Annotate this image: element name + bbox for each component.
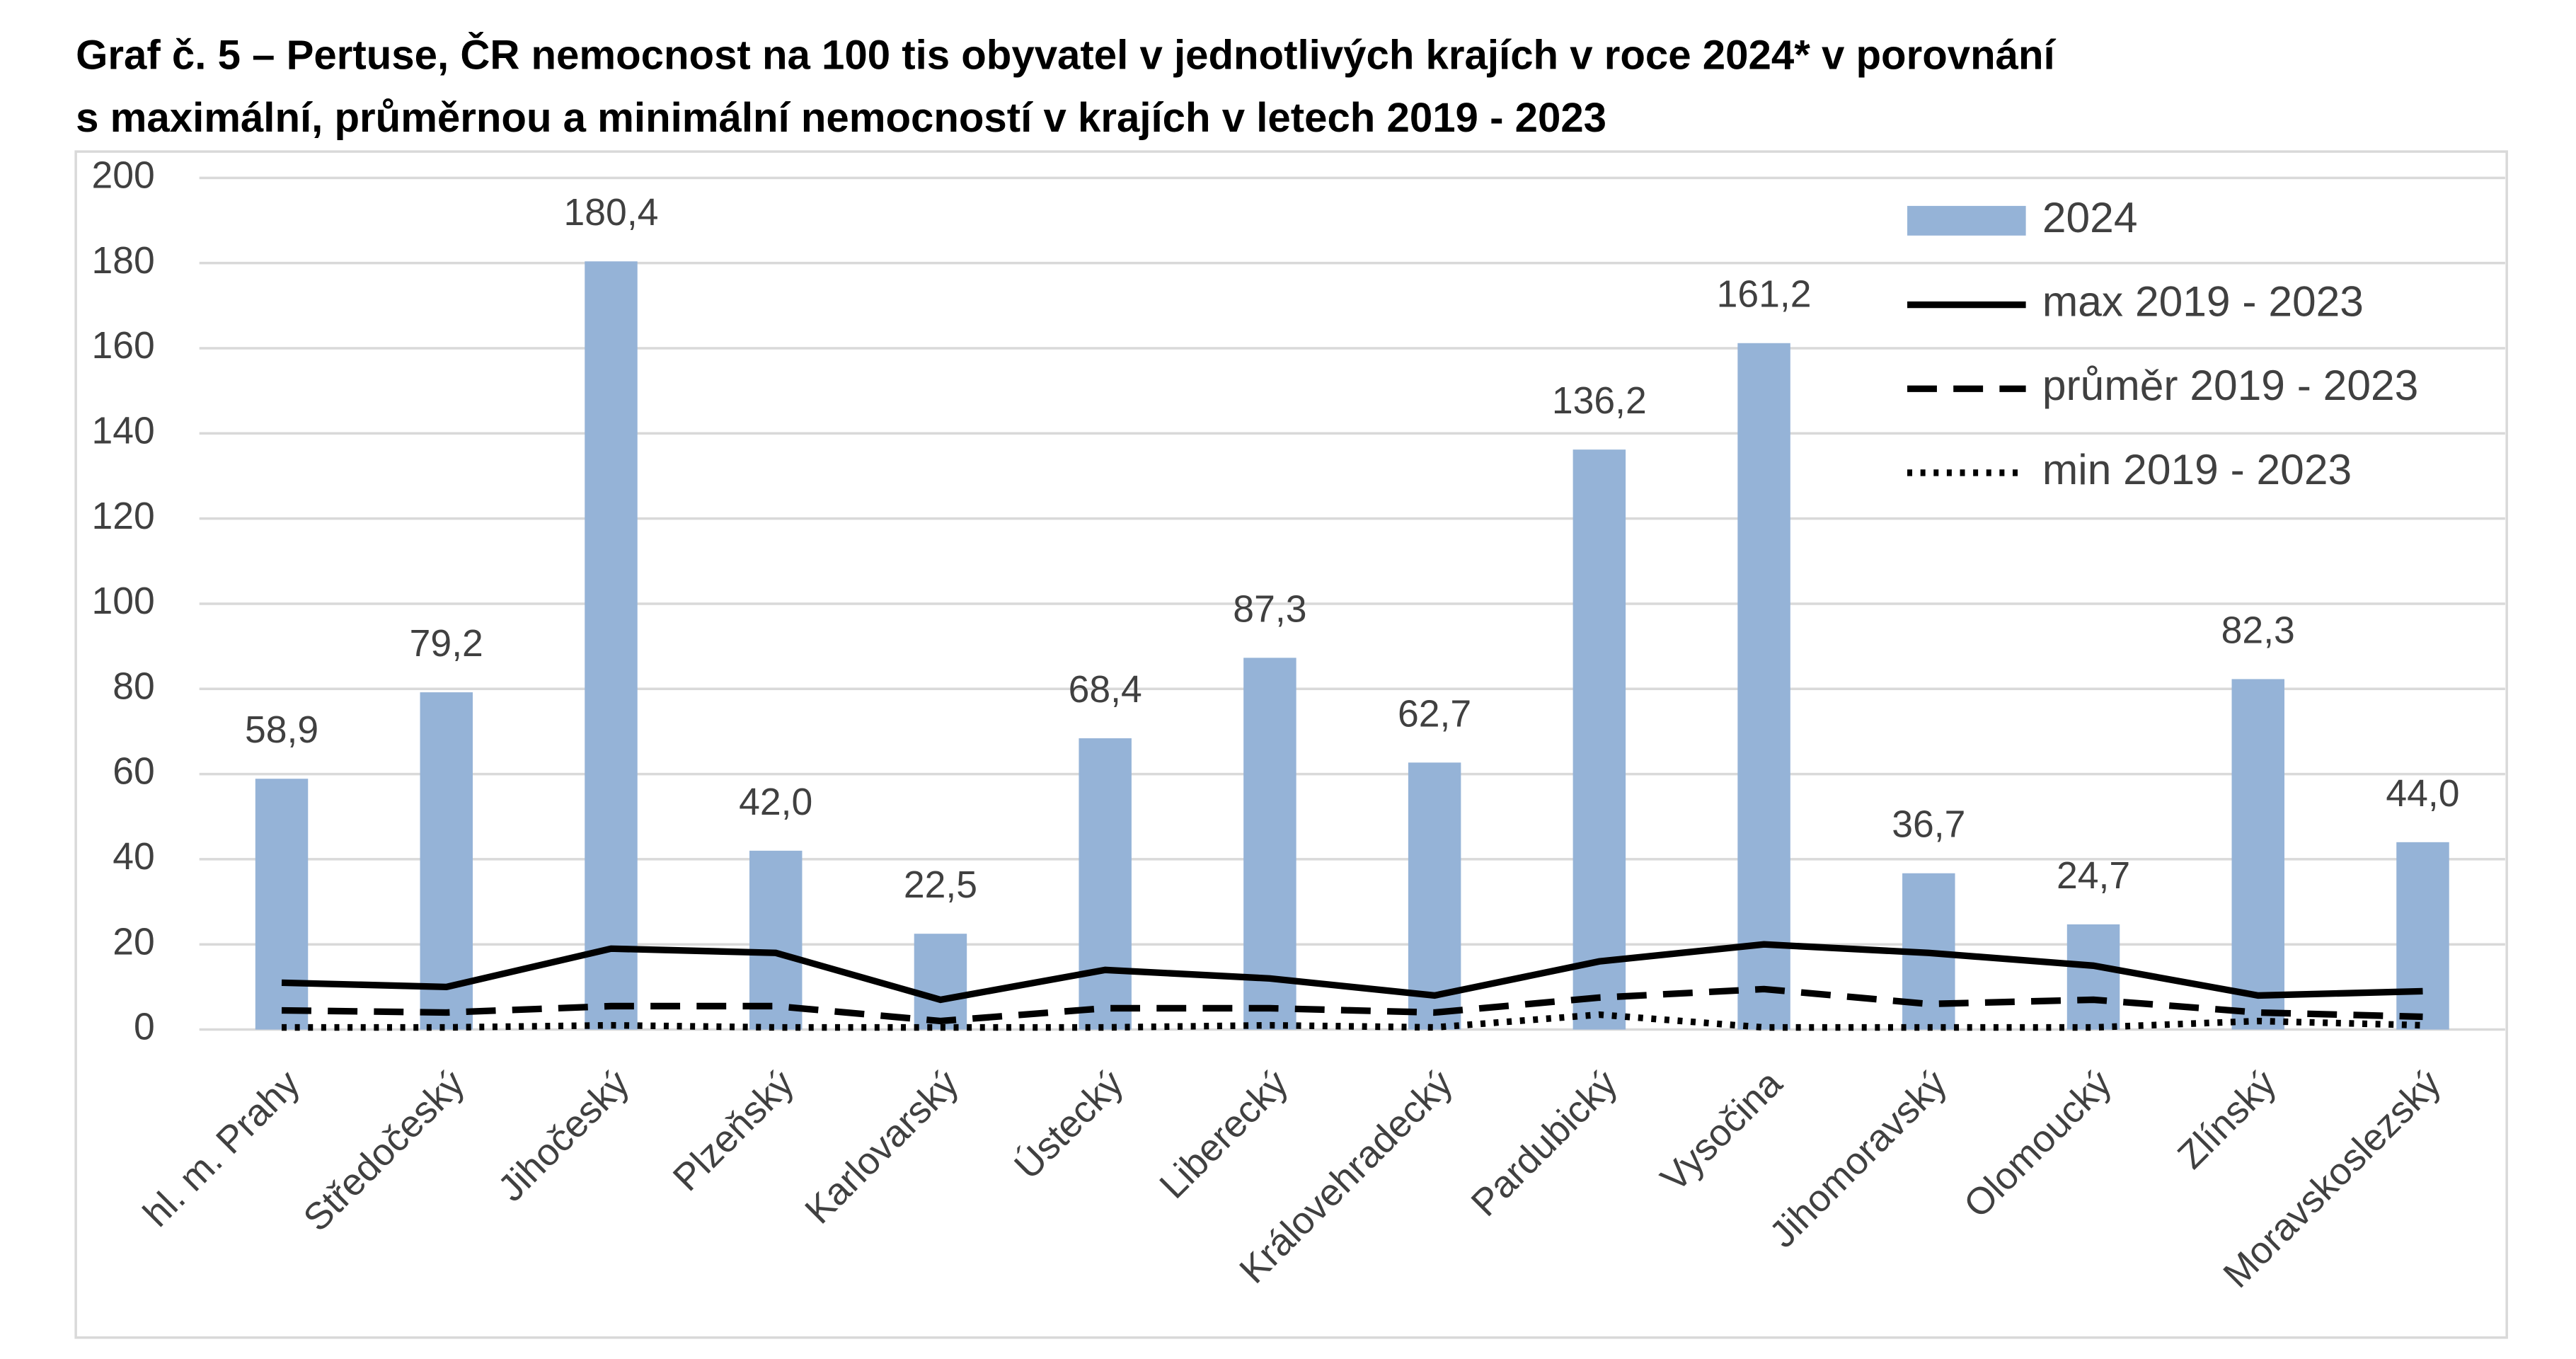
- bar: [914, 934, 967, 1030]
- chart-border: [74, 150, 2508, 1339]
- data-label: 22,5: [904, 864, 977, 906]
- data-label: 24,7: [2057, 855, 2130, 897]
- data-label: 136,2: [1552, 380, 1647, 422]
- x-tick-label: Zlínský: [2170, 1062, 2284, 1177]
- bar: [2231, 679, 2284, 1030]
- line-series: [281, 941, 2423, 1004]
- legend-label: 2024: [2042, 193, 2138, 241]
- y-tick-label: 140: [92, 410, 155, 452]
- line-series: [281, 985, 2423, 1025]
- data-label: 42,0: [739, 781, 812, 823]
- x-tick-label: Středočeský: [296, 1062, 473, 1239]
- data-label: 44,0: [2386, 773, 2459, 815]
- x-tick-label: Ústecký: [1006, 1062, 1131, 1187]
- x-tick-label: Plzeňský: [665, 1062, 802, 1199]
- bar: [1408, 762, 1461, 1030]
- y-tick-label: 40: [113, 836, 155, 878]
- x-tick-label: Pardubický: [1464, 1062, 1626, 1225]
- y-tick-label: 80: [113, 665, 155, 707]
- y-tick-label: 100: [92, 580, 155, 622]
- data-label: 161,2: [1717, 274, 1812, 316]
- bar: [2066, 924, 2120, 1030]
- legend-swatch: [1907, 205, 2026, 236]
- bar: [1243, 658, 1296, 1030]
- x-tick-label: Olomoucký: [1956, 1062, 2120, 1226]
- bar: [1737, 343, 1790, 1030]
- bar: [420, 692, 473, 1030]
- bar: [749, 850, 803, 1030]
- data-label: 62,7: [1398, 693, 1471, 735]
- line-series: [282, 1011, 2423, 1031]
- data-label: 36,7: [1892, 804, 1965, 846]
- x-tick-label: Jihočeský: [490, 1062, 638, 1210]
- data-label: 87,3: [1233, 588, 1306, 630]
- y-tick-label: 0: [134, 1007, 155, 1048]
- chart-title: Graf č. 5 – Pertuse, ČR nemocnost na 100…: [76, 33, 2056, 79]
- legend-label: min 2019 - 2023: [2042, 445, 2352, 493]
- bar: [1572, 449, 1626, 1030]
- legend-label: průměr 2019 - 2023: [2042, 361, 2418, 409]
- y-tick-label: 180: [92, 240, 155, 282]
- bar: [2396, 842, 2449, 1030]
- data-label: 82,3: [2221, 609, 2295, 651]
- x-tick-label: Liberecký: [1152, 1062, 1296, 1207]
- data-label: 79,2: [410, 623, 483, 665]
- y-tick-label: 200: [92, 154, 155, 196]
- data-label: 180,4: [564, 192, 659, 234]
- bar: [585, 261, 638, 1030]
- data-label: 68,4: [1069, 669, 1142, 711]
- chart-title: s maximální, průměrnou a minimální nemoc…: [76, 95, 1606, 141]
- bar: [1079, 738, 1132, 1030]
- x-tick-label: hl. m. Prahy: [136, 1062, 309, 1235]
- x-tick-label: Jihomoravský: [1761, 1062, 1955, 1256]
- bar: [255, 779, 309, 1030]
- y-tick-label: 20: [113, 921, 155, 963]
- data-label: 58,9: [245, 709, 318, 751]
- y-tick-label: 160: [92, 325, 155, 367]
- x-tick-label: Karlovarský: [798, 1062, 967, 1232]
- y-tick-label: 120: [92, 495, 155, 537]
- legend-label: max 2019 - 2023: [2042, 277, 2364, 326]
- y-tick-label: 60: [113, 751, 155, 793]
- x-tick-label: Vysočina: [1653, 1062, 1790, 1200]
